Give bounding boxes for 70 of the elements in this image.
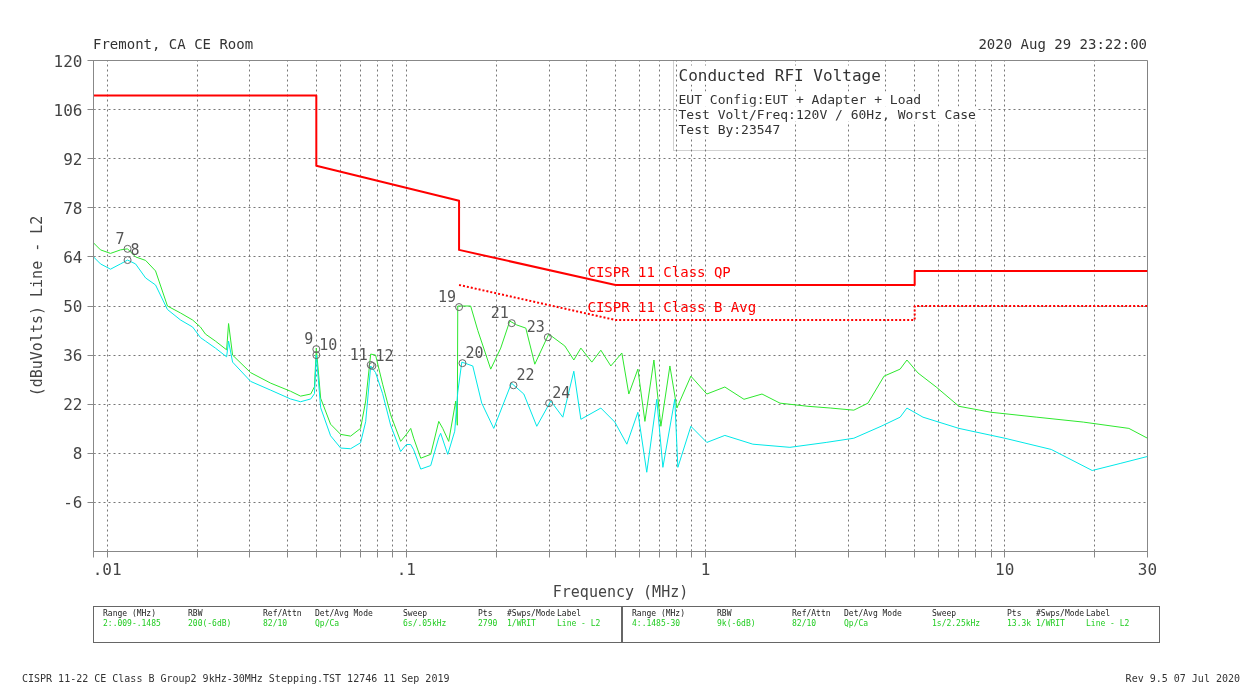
- text: Det/Avg Mode: [315, 609, 373, 618]
- text: 1s/2.25kHz: [932, 619, 981, 628]
- text: Line - L2: [557, 619, 601, 628]
- text: Fremont, CA CE Room: [93, 36, 254, 52]
- annotation: 12: [375, 346, 394, 365]
- annotation: 9: [304, 330, 314, 349]
- text: Pts: [478, 609, 493, 618]
- y-tick-label: 64: [63, 247, 83, 267]
- text: Ref/Attn: [792, 609, 831, 618]
- x-axis-title: Frequency (MHz): [552, 582, 689, 601]
- annotation: Test Volt/Freq:120V / 60Hz, Worst Case: [678, 106, 977, 122]
- text: 9k(-6dB): [717, 619, 756, 628]
- y-tick-label: 92: [63, 149, 83, 169]
- text: Label: [1086, 609, 1111, 618]
- text: 6s/.05kHz: [403, 619, 447, 628]
- text: 4:.1485-30: [632, 619, 681, 628]
- chart-title: Conducted RFI Voltage: [678, 65, 881, 85]
- y-tick-label: -6: [63, 493, 83, 513]
- text: Det/Avg Mode: [844, 609, 902, 618]
- y-tick-label: 8: [72, 444, 83, 464]
- text: RBW: [188, 609, 203, 618]
- text: 13.3k: [1007, 619, 1032, 628]
- y-tick-label: 78: [63, 198, 83, 218]
- annotation: 10: [319, 336, 338, 355]
- annotation: 20: [465, 344, 484, 363]
- text: Rev 9.5 07 Jul 2020: [1125, 673, 1240, 684]
- text: 2020 Aug 29 23:22:00: [978, 36, 1147, 52]
- text: 82/10: [792, 619, 817, 628]
- text: #Swps/Mode: [507, 609, 556, 618]
- text: Qp/Ca: [844, 619, 869, 628]
- text: 200(-6dB): [188, 619, 232, 628]
- annotation: 23: [526, 318, 545, 337]
- text: #Swps/Mode: [1036, 609, 1085, 618]
- text: Ref/Attn: [263, 609, 302, 618]
- annotation: 21: [490, 304, 509, 323]
- annotation: 8: [130, 241, 140, 260]
- text: Range (MHz): [103, 609, 156, 618]
- annotation: 11: [349, 345, 368, 364]
- x-tick-label: .1: [396, 559, 417, 579]
- series-label: CISPR 11 Class QP: [587, 263, 731, 280]
- text: Sweep: [932, 609, 957, 618]
- x-tick-label: .01: [92, 559, 122, 579]
- y-tick-label: 106: [53, 100, 83, 120]
- annotation: 19: [438, 288, 457, 307]
- text: 2:.009-.1485: [103, 619, 161, 628]
- text: Sweep: [403, 609, 428, 618]
- annotation: 7: [115, 229, 125, 248]
- annotation: EUT Config:EUT + Adapter + Load: [678, 91, 922, 107]
- annotation: 22: [516, 366, 535, 385]
- y-tick-label: 36: [63, 346, 83, 366]
- text: Pts: [1007, 609, 1022, 618]
- text: CISPR 11-22 CE Class B Group2 9kHz-30MHz Stepping.TST 12746 11 Sep 2019: [22, 673, 450, 684]
- x-tick-label: 1: [700, 559, 711, 579]
- text: 1/WRIT: [1036, 619, 1065, 628]
- y-tick-label: 22: [63, 395, 83, 415]
- y-tick-label: 120: [53, 51, 83, 71]
- x-tick-label: 10: [995, 559, 1015, 579]
- text: 2790: [478, 619, 498, 628]
- x-tick-label: 30: [1137, 559, 1158, 579]
- text: RBW: [717, 609, 732, 618]
- annotation: Test By:23547: [678, 121, 781, 137]
- y-tick-label: 50: [63, 297, 83, 316]
- text: Label: [557, 609, 582, 618]
- text: 1/WRIT: [507, 619, 536, 628]
- text: Qp/Ca: [315, 619, 340, 628]
- series-label: CISPR 11 Class B Avg: [587, 299, 757, 316]
- text: Line - L2: [1086, 619, 1130, 628]
- text: 82/10: [263, 619, 288, 628]
- text: Range (MHz): [632, 609, 685, 618]
- y-axis-title: (dBuVolts) Line - L2: [27, 215, 46, 397]
